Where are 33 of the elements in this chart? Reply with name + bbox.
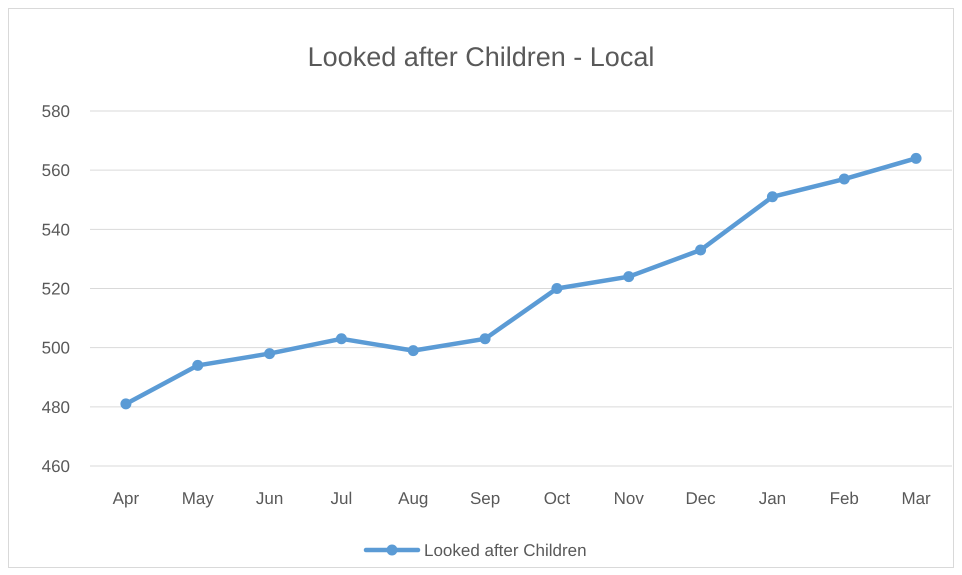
point (480, 333, 491, 344)
x-tick-label: Jan (758, 489, 786, 508)
point (695, 244, 706, 256)
point (623, 271, 634, 282)
x-tick-label: Aug (398, 489, 428, 508)
x-tick-label: Nov (614, 489, 644, 508)
point (838, 174, 850, 185)
y-tick-label: 480 (42, 398, 70, 417)
y-tick-label: 500 (42, 338, 70, 358)
y-tick-label: 520 (42, 279, 70, 298)
legend-label: Looked after Children (424, 540, 587, 560)
x-tick-label: Sep (470, 489, 500, 508)
x-tick-label: Feb (830, 489, 859, 508)
x-tick-label: Dec (685, 489, 716, 508)
y-tick-label: 560 (42, 161, 70, 180)
point (910, 152, 922, 164)
point (264, 348, 276, 360)
point (766, 191, 778, 202)
x-tick-label: Apr (112, 489, 140, 508)
chart-title: Looked after Children - Local (308, 42, 654, 72)
point (192, 360, 204, 371)
point (120, 398, 132, 410)
x-tick-label: Jul (330, 489, 352, 508)
y-tick-label: 460 (42, 456, 70, 476)
point (408, 345, 419, 356)
y-tick-label: 540 (42, 220, 70, 240)
point (336, 333, 347, 344)
y-tick-label: 580 (42, 102, 70, 121)
x-tick-label: Jun (256, 489, 284, 508)
x-tick-label: May (182, 489, 214, 508)
x-tick-label: Mar (901, 489, 932, 508)
x-tick-label: Oct (544, 489, 570, 508)
point (551, 283, 562, 294)
